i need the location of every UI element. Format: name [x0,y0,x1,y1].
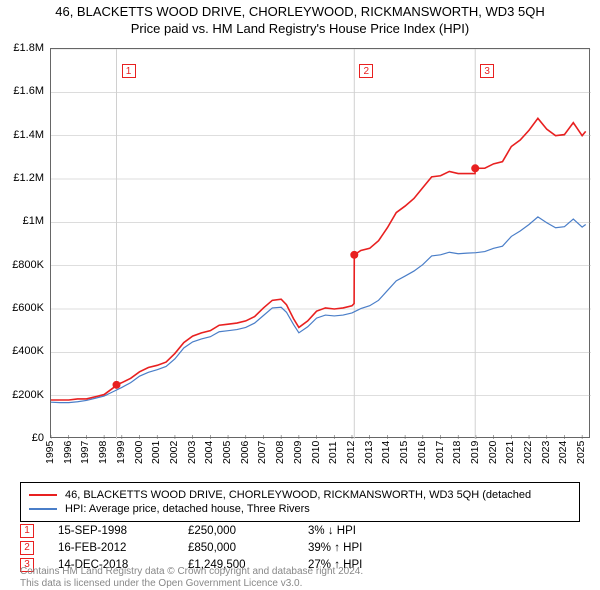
chart-container: { "title": { "main": "46, BLACKETTS WOOD… [0,0,600,590]
x-tick-label: 2019 [469,441,481,464]
x-tick-label: 2020 [487,441,499,464]
x-tick-label: 2004 [203,441,215,464]
x-tick-label: 2002 [168,441,180,464]
title-sub: Price paid vs. HM Land Registry's House … [10,21,590,36]
x-tick-label: 2017 [434,441,446,464]
sale-dot-2 [350,251,358,259]
y-tick-label: £1.6M [13,85,44,97]
y-tick-label: £800K [12,259,44,271]
sale-row-marker: 2 [20,541,34,555]
sale-dot-1 [113,381,121,389]
x-tick-label: 1995 [44,441,56,464]
sale-row-marker: 1 [20,524,34,538]
x-tick-label: 1999 [115,441,127,464]
sale-row-date: 16-FEB-2012 [58,542,188,554]
x-tick-label: 2000 [133,441,145,464]
x-tick-label: 2011 [327,441,339,464]
sale-row-price: £850,000 [188,542,308,554]
x-tick-label: 2010 [310,441,322,464]
sale-marker-box-2: 2 [359,64,373,78]
chart-plot-area [50,48,590,438]
legend-swatch-hpi [29,508,57,510]
x-tick-label: 2005 [221,441,233,464]
x-tick-label: 2018 [451,441,463,464]
sale-marker-box-1: 1 [122,64,136,78]
x-tick-label: 1998 [97,441,109,464]
y-tick-label: £400K [12,345,44,357]
legend-swatch-property [29,494,57,496]
legend-row: 46, BLACKETTS WOOD DRIVE, CHORLEYWOOD, R… [29,489,571,501]
legend-row: HPI: Average price, detached house, Thre… [29,503,571,515]
x-tick-label: 1997 [79,441,91,464]
x-tick-label: 2021 [504,441,516,464]
x-tick-label: 2008 [274,441,286,464]
y-tick-label: £1.8M [13,42,44,54]
x-tick-label: 2022 [522,441,534,464]
chart-svg [51,49,591,439]
y-axis-labels: £0£200K£400K£600K£800K£1M£1.2M£1.4M£1.6M… [0,48,48,438]
x-tick-label: 2006 [239,441,251,464]
x-tick-label: 2012 [345,441,357,464]
sale-dot-3 [471,164,479,172]
series-property_price [51,118,586,400]
legend-label-hpi: HPI: Average price, detached house, Thre… [65,503,310,515]
x-tick-label: 2014 [380,441,392,464]
x-tick-label: 2001 [150,441,162,464]
x-tick-label: 1996 [62,441,74,464]
y-tick-label: £1.2M [13,172,44,184]
title-main: 46, BLACKETTS WOOD DRIVE, CHORLEYWOOD, R… [10,4,590,19]
x-axis-labels: 1995199619971998199920002001200220032004… [50,440,590,488]
x-tick-label: 2003 [186,441,198,464]
x-tick-label: 2016 [416,441,428,464]
legend-box: 46, BLACKETTS WOOD DRIVE, CHORLEYWOOD, R… [20,482,580,522]
title-block: 46, BLACKETTS WOOD DRIVE, CHORLEYWOOD, R… [0,0,600,38]
sale-row-delta: 3% ↓ HPI [308,525,428,537]
legend-label-property: 46, BLACKETTS WOOD DRIVE, CHORLEYWOOD, R… [65,489,531,501]
y-tick-label: £600K [12,302,44,314]
x-tick-label: 2013 [363,441,375,464]
x-tick-label: 2015 [398,441,410,464]
y-tick-label: £200K [12,389,44,401]
footer-attribution: Contains HM Land Registry data © Crown c… [20,572,580,590]
sale-row-delta: 39% ↑ HPI [308,542,428,554]
y-tick-label: £0 [32,432,44,444]
sale-marker-box-3: 3 [480,64,494,78]
sale-row-price: £250,000 [188,525,308,537]
y-tick-label: £1.4M [13,129,44,141]
x-tick-label: 2025 [575,441,587,464]
x-tick-label: 2023 [540,441,552,464]
x-tick-label: 2009 [292,441,304,464]
sale-row-date: 15-SEP-1998 [58,525,188,537]
y-tick-label: £1M [23,215,44,227]
x-tick-label: 2024 [557,441,569,464]
sale-row: 1 15-SEP-1998£250,0003% ↓ HPI [20,522,580,539]
footer-line1: Contains HM Land Registry data © Crown c… [20,566,580,578]
x-tick-label: 2007 [256,441,268,464]
sale-row: 2 16-FEB-2012£850,00039% ↑ HPI [20,539,580,556]
footer-line2: This data is licensed under the Open Gov… [20,578,580,590]
